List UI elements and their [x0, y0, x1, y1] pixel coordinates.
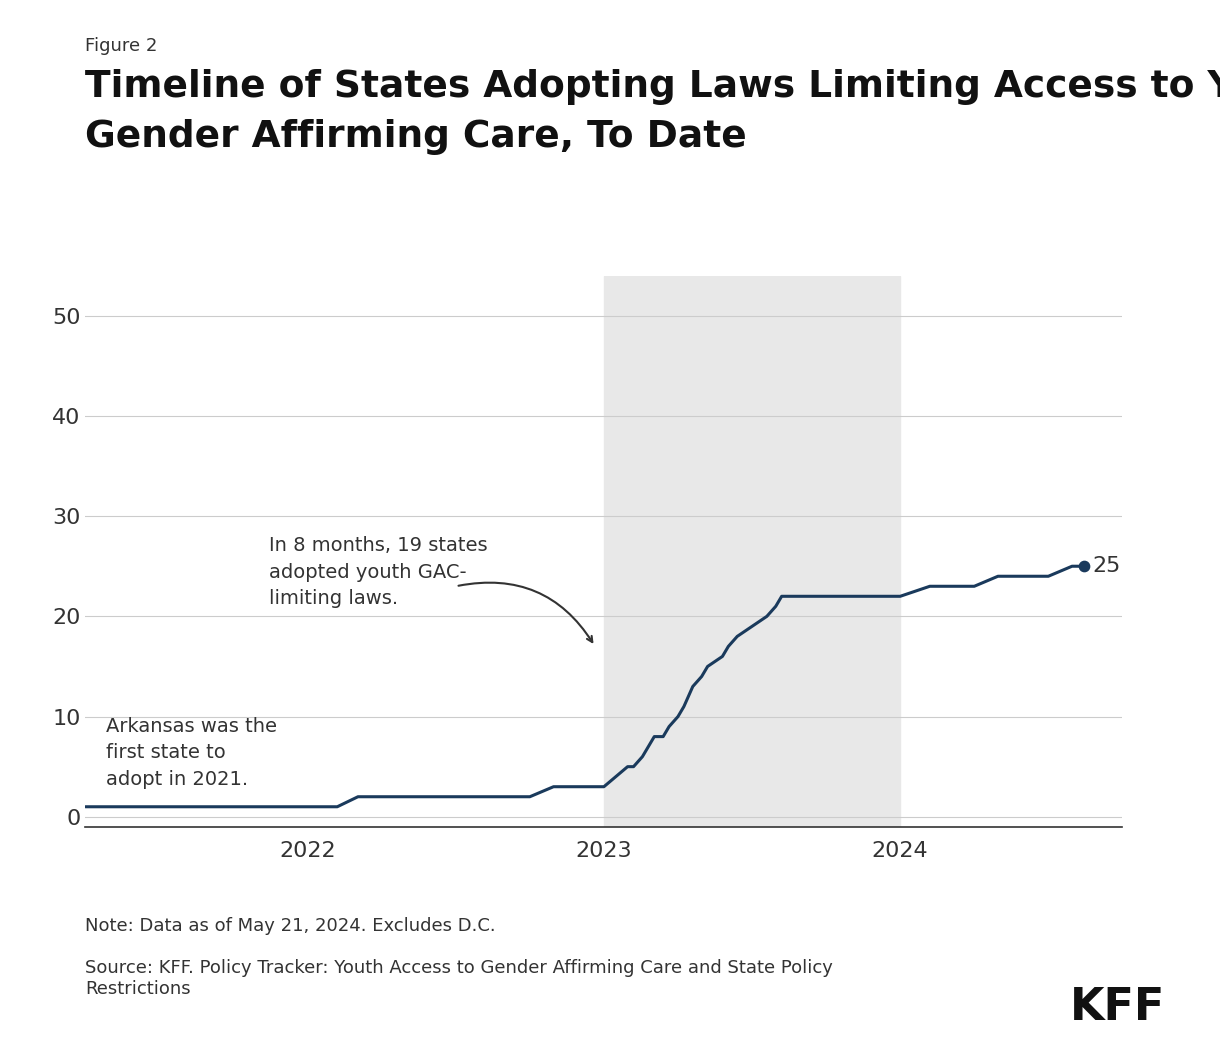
Text: Figure 2: Figure 2: [85, 37, 157, 55]
Text: Gender Affirming Care, To Date: Gender Affirming Care, To Date: [85, 119, 747, 155]
Text: 25: 25: [1093, 556, 1121, 577]
Text: Source: KFF. Policy Tracker: Youth Access to Gender Affirming Care and State Pol: Source: KFF. Policy Tracker: Youth Acces…: [85, 959, 833, 999]
Bar: [604, 276, 900, 827]
Text: Arkansas was the
first state to
adopt in 2021.: Arkansas was the first state to adopt in…: [106, 717, 277, 789]
Text: Note: Data as of May 21, 2024. Excludes D.C.: Note: Data as of May 21, 2024. Excludes …: [85, 917, 497, 935]
Text: KFF: KFF: [1070, 986, 1165, 1029]
Text: In 8 months, 19 states
adopted youth GAC-
limiting laws.: In 8 months, 19 states adopted youth GAC…: [270, 536, 488, 608]
Text: Timeline of States Adopting Laws Limiting Access to Youth: Timeline of States Adopting Laws Limitin…: [85, 69, 1220, 105]
Point: [1074, 558, 1093, 575]
